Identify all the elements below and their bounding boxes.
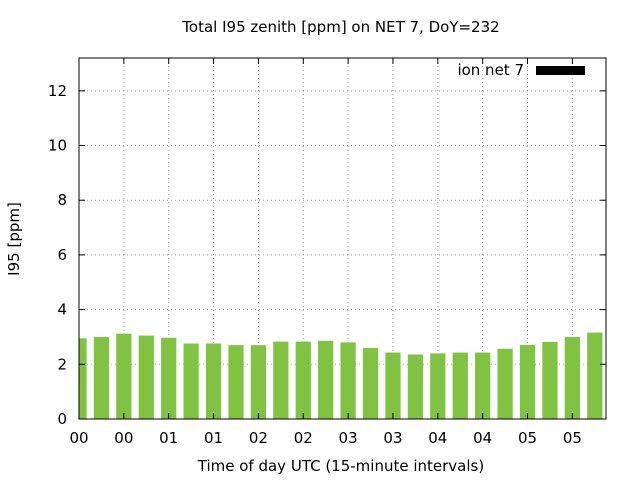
y-tick-label: 8 bbox=[57, 191, 67, 209]
y-tick-label: 12 bbox=[48, 82, 67, 100]
x-tick-label: 04 bbox=[428, 429, 447, 447]
x-tick-label: 02 bbox=[294, 429, 313, 447]
x-tick-label: 01 bbox=[204, 429, 223, 447]
bar bbox=[161, 337, 177, 419]
bar bbox=[93, 336, 110, 419]
bars bbox=[79, 332, 603, 419]
x-tick-label: 00 bbox=[69, 429, 88, 447]
y-axis-label: I95 [ppm] bbox=[5, 202, 23, 276]
y-axis: 0 2 4 6 8 10 12 bbox=[48, 82, 606, 428]
y-tick-label: 4 bbox=[57, 301, 67, 319]
bar bbox=[183, 343, 199, 419]
bar bbox=[362, 347, 379, 419]
bar bbox=[250, 345, 267, 419]
legend: ion net 7 bbox=[457, 61, 585, 79]
y-tick-label: 10 bbox=[48, 137, 67, 155]
x-tick-label: 05 bbox=[518, 429, 537, 447]
bar bbox=[318, 340, 334, 419]
bar bbox=[385, 352, 401, 419]
bar bbox=[116, 333, 132, 419]
bar bbox=[407, 354, 424, 419]
x-tick-label: 01 bbox=[159, 429, 178, 447]
bar bbox=[340, 342, 356, 419]
chart-title: Total I95 zenith [ppm] on NET 7, DoY=232 bbox=[181, 18, 499, 36]
y-tick-label: 6 bbox=[57, 246, 67, 264]
x-tick-label: 00 bbox=[114, 429, 133, 447]
bar bbox=[79, 338, 87, 419]
x-tick-label: 05 bbox=[563, 429, 582, 447]
x-tick-label: 02 bbox=[249, 429, 268, 447]
bar bbox=[475, 352, 491, 419]
legend-swatch bbox=[536, 66, 585, 75]
bar bbox=[273, 341, 289, 419]
bar bbox=[542, 341, 558, 419]
y-tick-label: 2 bbox=[57, 355, 67, 373]
x-axis: 00 00 01 01 02 02 03 03 04 04 05 05 bbox=[69, 58, 582, 447]
bar bbox=[205, 343, 222, 419]
bar bbox=[519, 344, 536, 419]
x-tick-label: 04 bbox=[473, 429, 492, 447]
x-tick-label: 03 bbox=[383, 429, 402, 447]
bar bbox=[430, 353, 446, 419]
y-tick-label: 0 bbox=[57, 410, 67, 428]
bar bbox=[452, 352, 468, 419]
legend-label: ion net 7 bbox=[457, 61, 524, 79]
bar bbox=[138, 335, 154, 419]
x-tick-label: 03 bbox=[339, 429, 358, 447]
x-axis-label: Time of day UTC (15-minute intervals) bbox=[197, 457, 484, 475]
bar bbox=[587, 332, 603, 419]
bar bbox=[228, 345, 244, 419]
bar bbox=[497, 348, 513, 419]
plot-frame bbox=[78, 57, 607, 420]
bar bbox=[564, 336, 580, 419]
bar bbox=[295, 341, 311, 419]
